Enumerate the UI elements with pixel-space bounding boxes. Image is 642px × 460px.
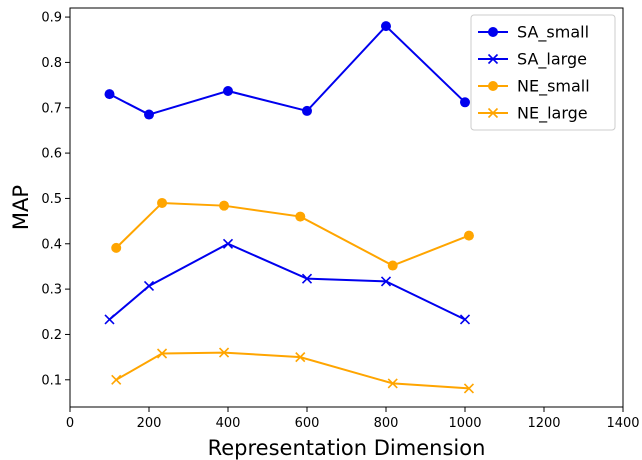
data-point-sa-large-2 bbox=[222, 238, 234, 249]
data-point-ne-large-3 bbox=[295, 352, 306, 363]
plot-frame bbox=[69, 7, 624, 408]
data-point-sa-large-4 bbox=[380, 276, 392, 287]
data-point-sa-large-0 bbox=[104, 314, 115, 325]
data-point-ne-small-4 bbox=[387, 260, 398, 271]
data-point-ne-large-1 bbox=[156, 348, 168, 359]
data-point-ne-small-2 bbox=[219, 200, 230, 211]
data-point-sa-small-2 bbox=[223, 85, 233, 96]
data-point-sa-large-1 bbox=[143, 280, 155, 292]
x-tick-label-1: 200 bbox=[137, 416, 162, 431]
data-point-ne-large-5 bbox=[463, 383, 475, 394]
y-tick-label-4: 0.5 bbox=[41, 192, 62, 207]
y-tick-label-6: 0.7 bbox=[41, 101, 62, 116]
legend-marker-ne-large bbox=[487, 107, 499, 119]
data-point-ne-small-5 bbox=[463, 230, 474, 241]
data-point-sa-large-5 bbox=[459, 314, 471, 325]
y-tick-label-0: 0.1 bbox=[41, 373, 62, 388]
legend-label-sa-large: SA_large bbox=[517, 50, 587, 70]
data-point-sa-small-0 bbox=[104, 89, 115, 100]
y-tick-label-3: 0.4 bbox=[41, 237, 62, 252]
x-tick-label-3: 600 bbox=[295, 416, 320, 431]
data-point-sa-large-3 bbox=[301, 273, 313, 284]
data-point-ne-large-2 bbox=[218, 347, 230, 358]
data-point-sa-small-5 bbox=[460, 97, 470, 108]
series-line-sa-small bbox=[109, 24, 466, 116]
legend-marker-sa-large bbox=[487, 53, 499, 65]
series-line-ne-large bbox=[115, 351, 470, 390]
data-point-sa-small-3 bbox=[302, 105, 312, 116]
y-tick-label-7: 0.8 bbox=[41, 56, 62, 71]
legend-label-ne-large: NE_large bbox=[517, 104, 588, 124]
legend: SA_small SA_large NE_small NE_large bbox=[470, 14, 616, 131]
x-tick-label-0: 0 bbox=[66, 416, 74, 431]
data-point-ne-large-4 bbox=[387, 378, 398, 389]
x-tick-label-4: 800 bbox=[374, 416, 399, 431]
x-tick-label-5: 1000 bbox=[448, 416, 481, 431]
series-line-ne-small bbox=[115, 201, 470, 267]
y-tick-label-5: 0.6 bbox=[41, 147, 62, 162]
legend-label-ne-small: NE_small bbox=[517, 77, 590, 97]
y-axis-label: MAP bbox=[9, 185, 33, 230]
y-tick-label-2: 0.3 bbox=[41, 283, 62, 298]
data-point-ne-small-0 bbox=[111, 242, 122, 253]
x-tick-label-7: 1400 bbox=[606, 416, 639, 431]
data-point-sa-small-1 bbox=[144, 109, 154, 120]
y-tick-label-8: 0.9 bbox=[41, 11, 62, 26]
data-point-ne-large-0 bbox=[111, 374, 122, 385]
legend-marker-ne-small bbox=[488, 81, 498, 91]
data-point-ne-small-3 bbox=[295, 211, 306, 222]
series-line-sa-large bbox=[108, 242, 466, 321]
x-axis-label: Representation Dimension bbox=[208, 436, 486, 460]
plot-area bbox=[104, 21, 475, 394]
legend-marker-sa-small bbox=[488, 27, 498, 37]
legend-label-sa-small: SA_small bbox=[517, 23, 589, 43]
x-tick-label-6: 1200 bbox=[527, 416, 560, 431]
axes: 0 200 400 600 800 1000 1200 1400 0.1 0.2 0.3 0.4 0.5… bbox=[9, 7, 640, 460]
y-tick-label-1: 0.2 bbox=[41, 328, 62, 343]
x-tick-label-2: 400 bbox=[216, 416, 241, 431]
legend-box bbox=[470, 14, 616, 131]
data-point-sa-small-4 bbox=[381, 21, 391, 32]
data-point-ne-small-1 bbox=[157, 197, 168, 208]
